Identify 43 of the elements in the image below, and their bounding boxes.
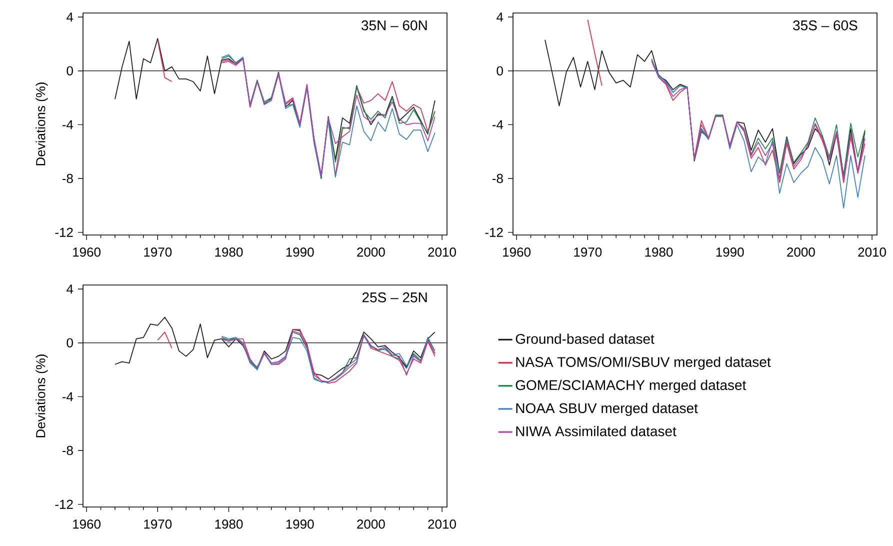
x-tick-label: 1970 bbox=[574, 248, 602, 257]
legend-label: NOAA SBUV merged dataset bbox=[516, 402, 698, 416]
y-tick-label: -4 bbox=[62, 120, 74, 130]
legend-label: NIWA Assimilated dataset bbox=[516, 426, 676, 436]
x-tick-label: 1990 bbox=[716, 248, 744, 257]
legend-label: Ground-based dataset bbox=[516, 334, 654, 344]
y-tick-label: -12 bbox=[485, 228, 503, 237]
x-tick-label: 1970 bbox=[144, 248, 172, 257]
x-tick-label: 1990 bbox=[286, 520, 314, 529]
x-tick-label: 2000 bbox=[787, 248, 815, 257]
y-tick-label: -12 bbox=[55, 500, 73, 509]
y-tick-label: 0 bbox=[66, 66, 73, 76]
x-tick-label: 1990 bbox=[286, 248, 314, 257]
y-axis-title: Deviations (%) bbox=[36, 354, 48, 438]
x-tick-label: 2010 bbox=[858, 248, 886, 257]
chart-title: 35S – 60S bbox=[793, 20, 858, 30]
y-tick-label: -8 bbox=[62, 446, 73, 456]
x-tick-label: 1960 bbox=[503, 248, 531, 257]
x-tick-label: 2010 bbox=[428, 520, 456, 529]
x-tick-label: 1960 bbox=[73, 248, 101, 257]
x-tick-label: 1960 bbox=[73, 520, 101, 529]
x-tick-label: 1970 bbox=[144, 520, 172, 529]
x-tick-label: 2010 bbox=[428, 248, 456, 257]
y-tick-label: -12 bbox=[55, 228, 73, 237]
y-tick-label: -8 bbox=[492, 174, 503, 184]
x-tick-label: 1980 bbox=[215, 248, 243, 257]
y-tick-label: -4 bbox=[62, 392, 74, 402]
y-tick-label: 4 bbox=[66, 284, 74, 294]
y-tick-label: 0 bbox=[66, 338, 73, 348]
y-tick-label: 4 bbox=[66, 12, 74, 22]
y-tick-label: 0 bbox=[496, 66, 503, 76]
x-tick-label: 2000 bbox=[357, 520, 385, 529]
legend-label: GOME/SCIAMACHY merged dataset bbox=[516, 380, 746, 393]
legend-label: NASA TOMS/OMI/SBUV merged dataset bbox=[516, 356, 771, 370]
y-tick-label: -8 bbox=[62, 174, 73, 184]
chart-title: 35N – 60N bbox=[362, 20, 427, 30]
y-tick-label: 4 bbox=[496, 12, 504, 22]
chart-title: 25S – 25N bbox=[362, 292, 427, 302]
x-tick-label: 1980 bbox=[215, 520, 243, 529]
y-tick-label: -4 bbox=[492, 120, 504, 130]
x-tick-label: 2000 bbox=[357, 248, 385, 257]
y-axis-title: Deviations (%) bbox=[36, 82, 48, 166]
x-tick-label: 1980 bbox=[645, 248, 673, 257]
